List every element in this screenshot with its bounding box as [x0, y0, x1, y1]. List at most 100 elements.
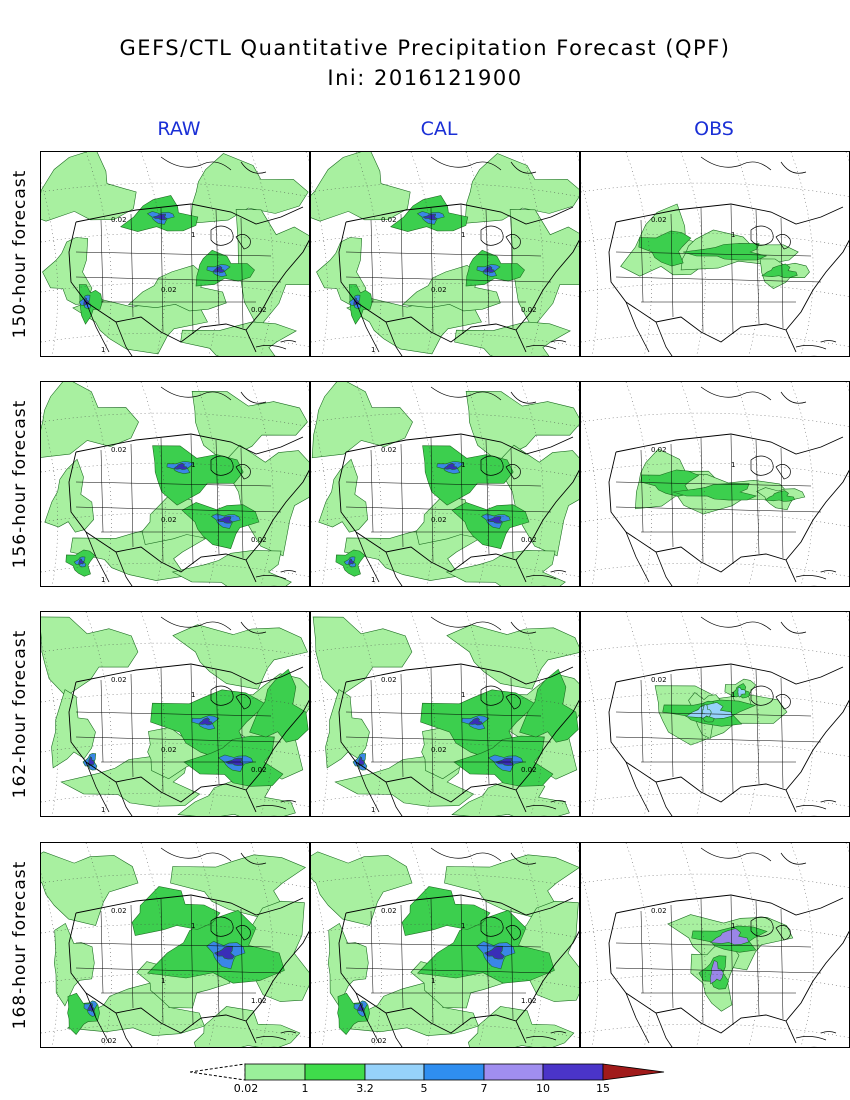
map-svg: 0.02 1 0.02 1 0.02: [311, 612, 579, 816]
legend-lower-arrow: [190, 1063, 246, 1081]
graticule-meridian: [410, 612, 436, 816]
precip-layer: [312, 616, 579, 816]
contour-label: 0.02: [111, 446, 127, 454]
legend-label-5: 10: [536, 1082, 550, 1095]
state-boundary: [730, 434, 734, 565]
precip-area-light: [190, 153, 309, 224]
contour-label: 0.02: [651, 907, 667, 915]
us-canada-border: [75, 433, 304, 455]
state-boundary: [640, 910, 644, 994]
state-boundary: [485, 669, 490, 785]
graticule-parallel: [311, 642, 579, 657]
precip-layer: [41, 851, 309, 1047]
legend-label-6: 15: [596, 1082, 610, 1095]
graticule-parallel: [41, 182, 309, 197]
state-boundary: [430, 437, 434, 563]
state-boundary: [130, 673, 134, 778]
great-lakes: [480, 455, 504, 476]
graticule-meridian: [465, 612, 490, 816]
us-coastline: [338, 912, 579, 1044]
caribbean-islands: [795, 1031, 837, 1047]
graticule-parallel: [581, 1023, 849, 1038]
contour-label: 1: [371, 576, 375, 584]
graticule-meridian: [465, 152, 490, 356]
graticule-meridian: [85, 843, 112, 1047]
us-coastline: [608, 912, 849, 1044]
great-lakes: [235, 234, 251, 250]
precip-area-light: [41, 616, 139, 697]
great-lakes: [775, 925, 791, 941]
contour-label: 0.02: [431, 746, 447, 754]
state-boundary: [75, 967, 282, 974]
contour-label: 0.02: [371, 1037, 387, 1045]
contour-label: 0.02: [251, 536, 267, 544]
graticule-meridian: [195, 152, 220, 356]
graticule-meridian: [140, 152, 166, 356]
precip-area-moderate: [519, 668, 579, 743]
state-boundary: [75, 251, 272, 257]
state-boundary: [100, 679, 104, 763]
caribbean-islands: [525, 800, 567, 816]
precip-area-light: [445, 550, 566, 586]
graticule-parallel: [581, 642, 849, 657]
mexico-outline: [355, 301, 403, 356]
graticule-parallel: [41, 282, 309, 297]
graticule-parallel: [311, 692, 579, 707]
graticule-meridian: [680, 152, 706, 356]
graticule-meridian: [845, 382, 849, 392]
map-panel-168-obs: 0.02 1: [580, 842, 850, 1048]
graticule-meridian: [355, 152, 382, 356]
graticule-parallel: [311, 232, 579, 247]
state-boundary: [160, 207, 164, 333]
contour-label: 0.02: [651, 676, 667, 684]
canada-coast: [160, 847, 267, 865]
precip-area-heavy: [737, 686, 746, 698]
contour-label: 0.02: [251, 766, 267, 774]
precip-core: [78, 558, 85, 566]
state-boundary: [460, 204, 464, 335]
precip-area-light: [446, 624, 579, 690]
us-coastline: [338, 451, 579, 583]
mexico-outline: [625, 301, 673, 356]
graticule-meridian: [520, 612, 544, 816]
canada-coast: [430, 156, 537, 174]
graticule-meridian: [735, 382, 760, 586]
legend-label-1: 1: [301, 1082, 309, 1095]
great-lakes: [505, 694, 521, 710]
canada-coast: [700, 156, 807, 174]
map-panel-150-raw: 0.02 1 0.02 1 0.02: [40, 151, 310, 357]
map-panel-150-obs: 0.02 1: [580, 151, 850, 357]
graticule-meridian: [520, 382, 544, 586]
contour-label: 1: [101, 346, 105, 354]
graticule-meridian: [465, 843, 490, 1047]
graticule-parallel: [581, 512, 849, 527]
precip-area-light: [235, 209, 309, 329]
precip-area-heavy: [701, 703, 712, 720]
contour-label: 0.02: [431, 286, 447, 294]
contour-label: 1: [371, 346, 375, 354]
great-lakes: [235, 464, 251, 480]
column-header-cal: CAL: [420, 118, 458, 140]
state-boundary: [370, 679, 374, 763]
map-svg: 0.02 1 0.02 1 0.02: [41, 382, 309, 586]
state-boundary: [400, 904, 404, 1009]
precip-area-light: [496, 444, 579, 557]
us-canada-border: [615, 663, 844, 685]
graticule-meridian: [845, 612, 849, 622]
great-lakes: [750, 455, 774, 476]
precip-area-moderate: [152, 445, 244, 506]
map-panel-156-obs: 0.02 1: [580, 381, 850, 587]
map-panel-162-obs: 0.02 1: [580, 611, 850, 817]
contour-label: 0.02: [101, 1037, 117, 1045]
precip-core: [443, 462, 458, 470]
caribbean-islands: [255, 1031, 297, 1047]
graticule-meridian: [41, 411, 58, 586]
map-svg: 0.02 1: [581, 152, 849, 356]
precip-area-light: [318, 458, 369, 533]
state-boundary: [240, 908, 244, 1020]
state-boundary: [130, 213, 134, 318]
graticule-meridian: [311, 641, 328, 816]
caribbean-islands: [795, 340, 837, 356]
graticule-meridian: [195, 612, 220, 816]
state-boundary: [700, 898, 704, 1024]
